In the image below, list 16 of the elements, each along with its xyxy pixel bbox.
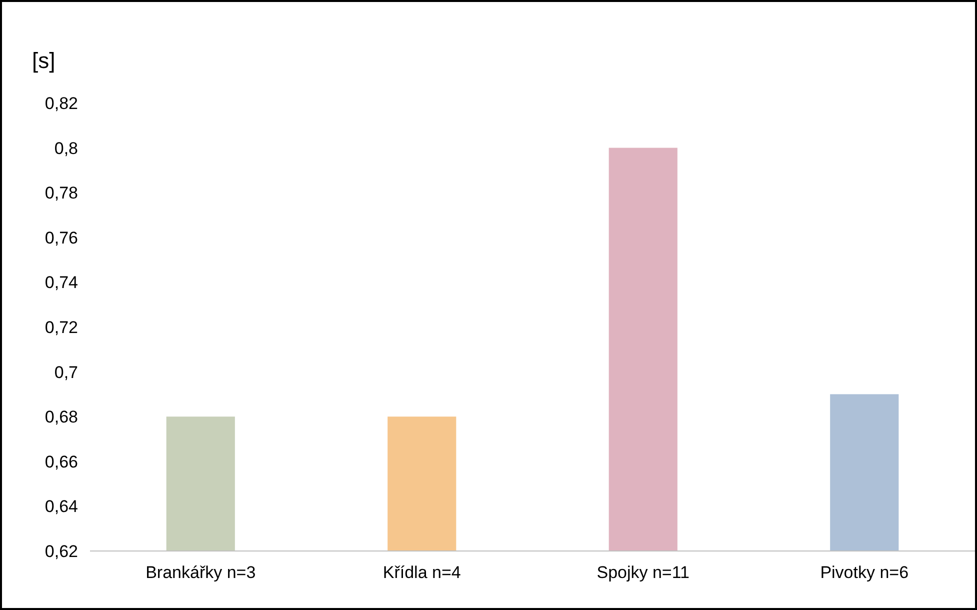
x-tick-label: Pivotky n=6	[820, 563, 909, 582]
y-tick-label: 0,72	[44, 318, 78, 337]
y-tick-label: 0,62	[44, 542, 78, 561]
y-tick-label: 0,7	[54, 362, 78, 382]
y-tick-label: 0,74	[44, 273, 78, 292]
x-tick-label: Spojky n=11	[596, 563, 690, 582]
y-tick-label: 0,8	[54, 138, 78, 158]
y-tick-label: 0,66	[44, 452, 78, 472]
y-axis-title: [s]	[32, 48, 56, 73]
y-tick-label: 0,78	[44, 184, 78, 203]
x-tick-label: Brankářky n=3	[146, 563, 256, 582]
x-tick-label: Křídla n=4	[382, 563, 461, 582]
y-tick-label: 0,82	[44, 94, 78, 113]
y-tick-label: 0,76	[44, 228, 78, 248]
y-tick-label: 0,68	[44, 408, 78, 427]
y-tick-label: 0,64	[44, 497, 78, 516]
